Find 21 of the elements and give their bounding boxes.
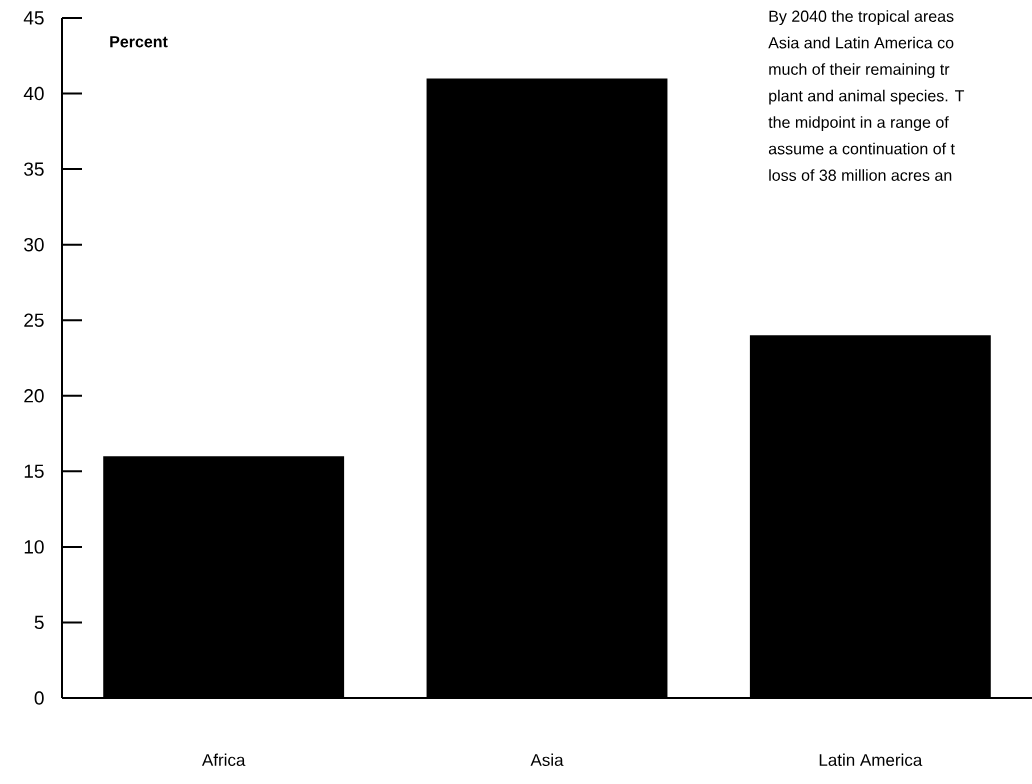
y-tick-label: 20 (24, 389, 44, 403)
annotation: By 2040 the tropical areas (769, 10, 954, 26)
x-tick-label: Latin America (819, 753, 923, 767)
y-tick-label: 30 (24, 237, 44, 252)
y-tick-label: 5 (34, 615, 44, 630)
y-tick-label: 15 (24, 464, 44, 478)
y-tick-label: 0 (34, 691, 44, 705)
y-tick-label: 35 (24, 162, 44, 176)
annotation: plant and animal species. T (769, 89, 965, 105)
x-tick-label: Africa (201, 753, 246, 767)
annotation: loss of 38 million acres an (769, 169, 952, 181)
y-tick-label: 40 (23, 86, 44, 101)
annotation: Asia and Latin America co (768, 36, 954, 49)
annotation: much of their remaining tr (769, 63, 950, 79)
y-tick-label: 25 (24, 313, 44, 327)
y-tick-label: 10 (24, 540, 44, 554)
annotation: assume a continuation of t (768, 142, 955, 155)
x-tick-label: Asia (530, 753, 564, 767)
y-axis-title: Percent (110, 36, 168, 48)
annotation: the midpoint in a range of (768, 116, 949, 132)
y-tick-label: 45 (23, 11, 44, 25)
